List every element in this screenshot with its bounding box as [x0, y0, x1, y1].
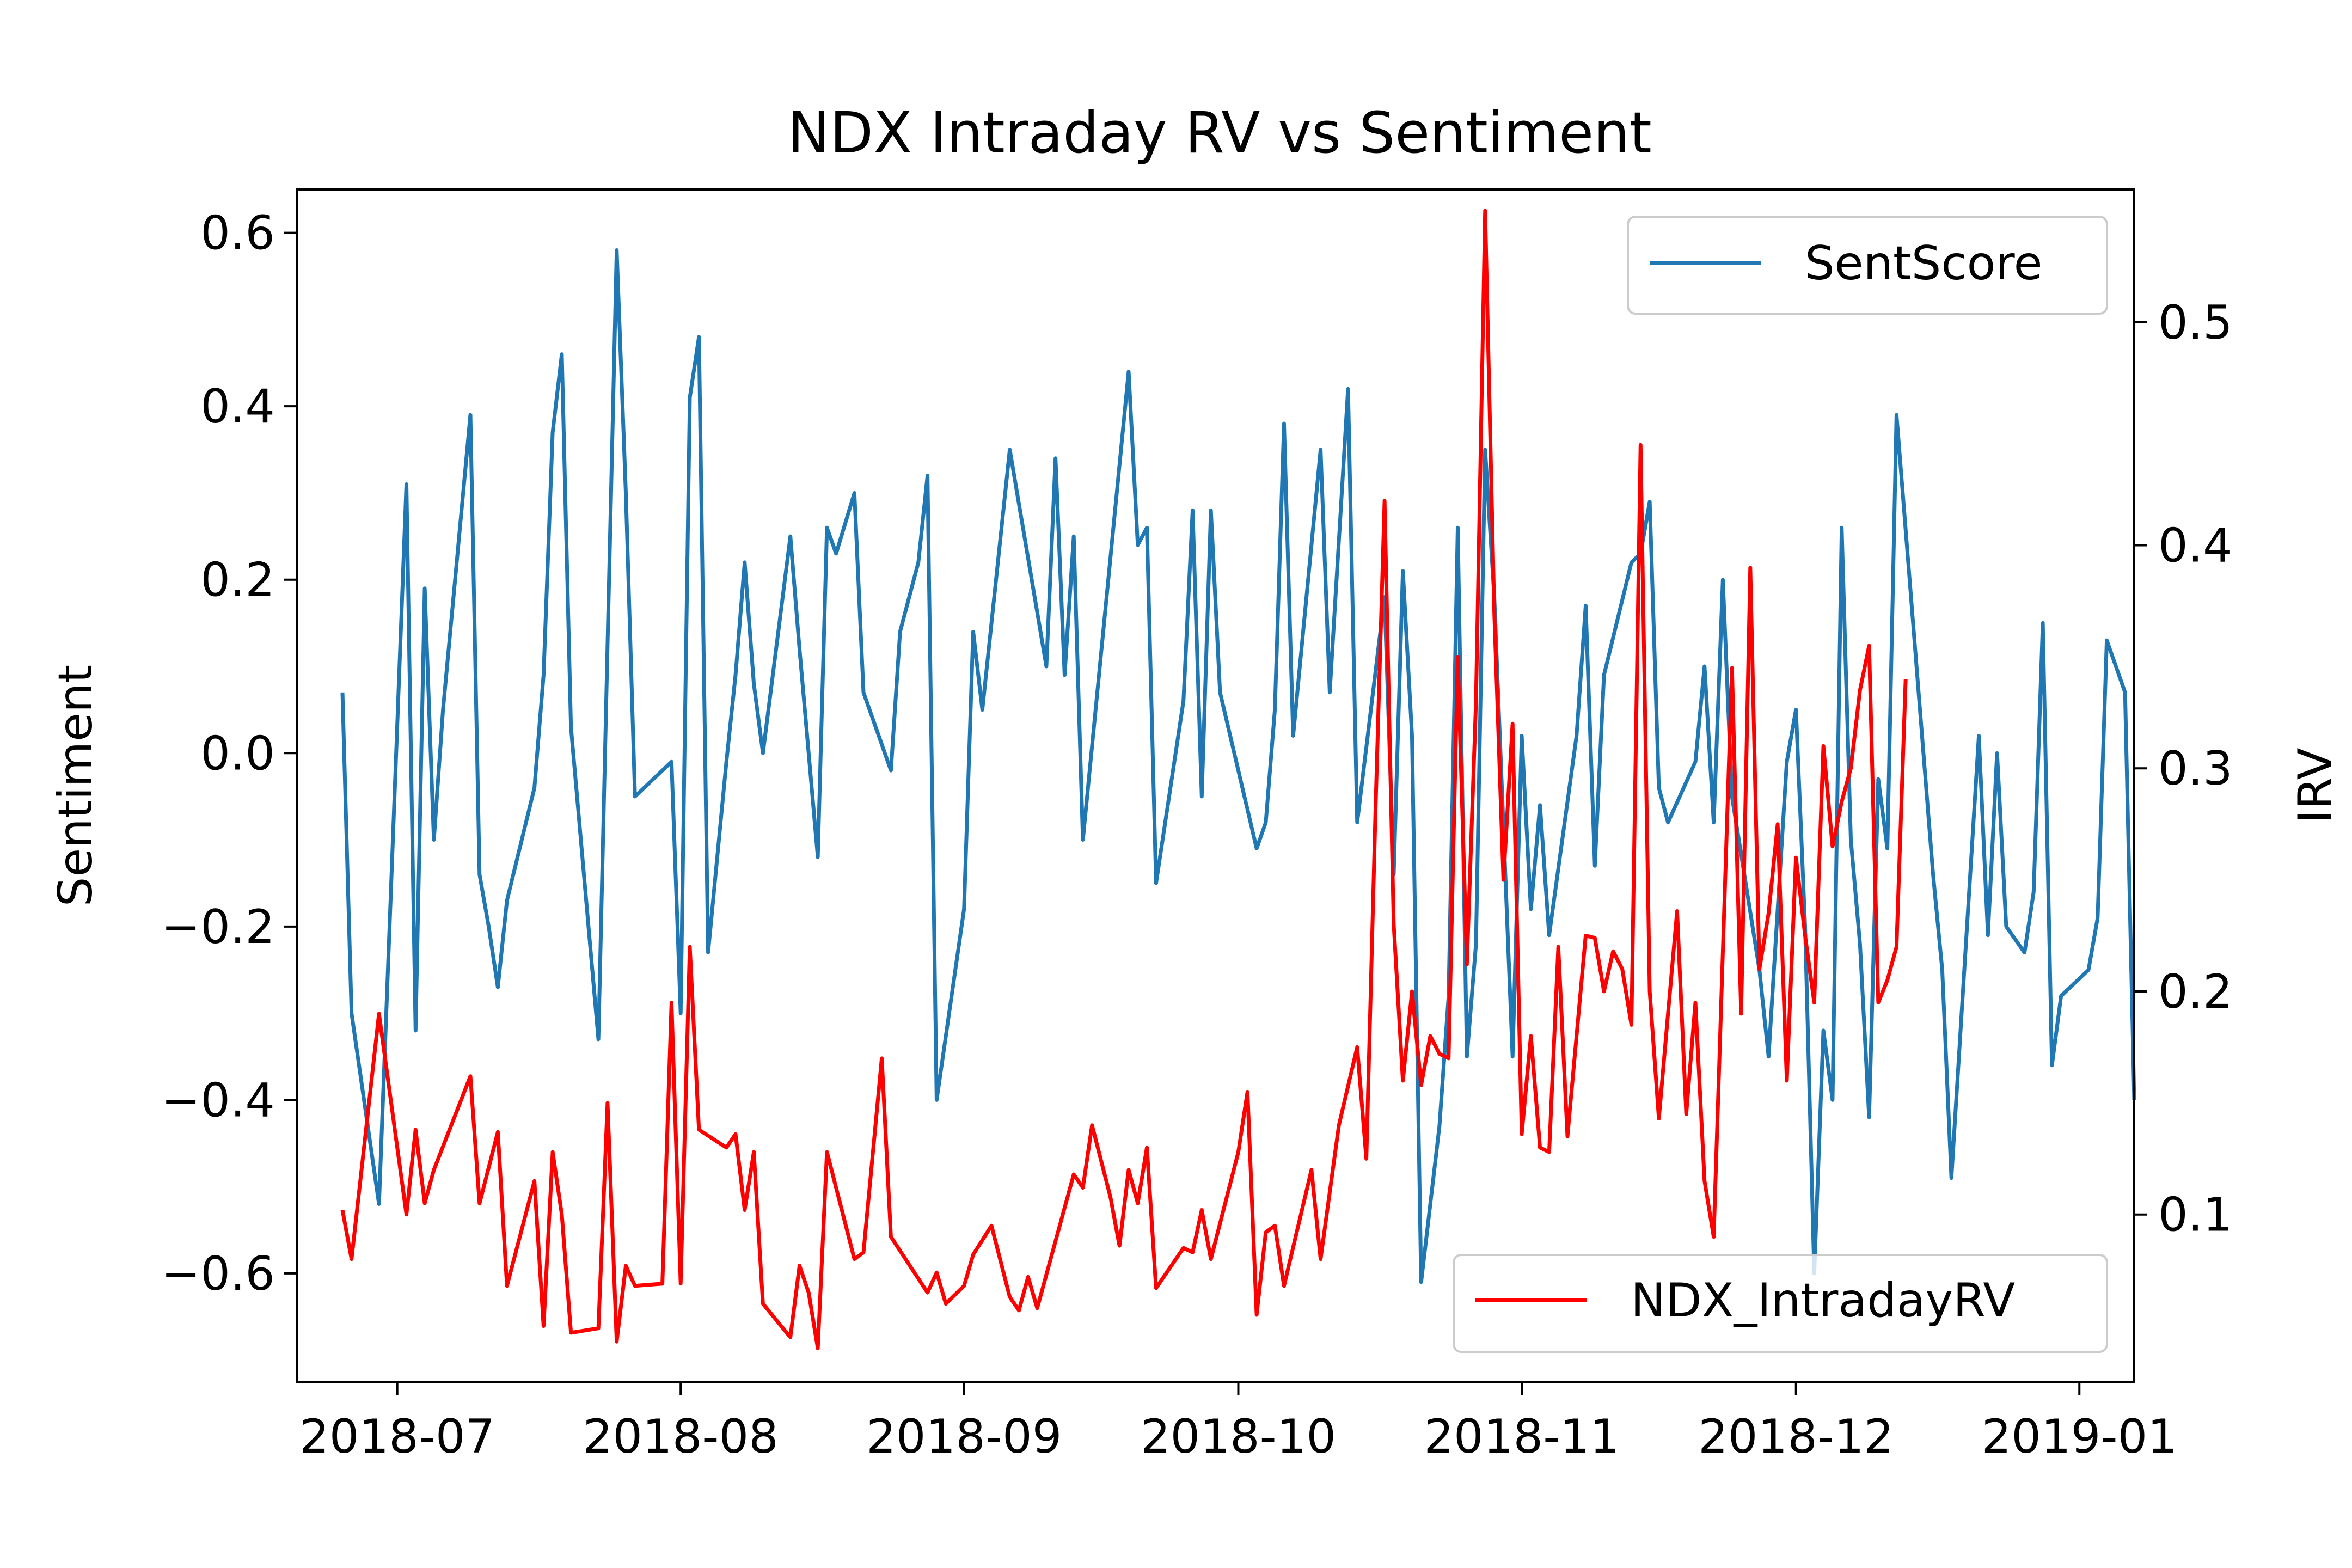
legend-sentscore-label: SentScore — [1805, 236, 2043, 291]
left-y-tick-label: 0.2 — [200, 553, 275, 608]
x-tick-label: 2018-09 — [866, 1410, 1062, 1464]
right-y-axis-title: IRV — [2288, 748, 2343, 823]
x-tick-label: 2018-07 — [299, 1410, 495, 1464]
right-y-tick-label: 0.3 — [2158, 742, 2233, 796]
legend-ndx-label: NDX_IntradayRV — [1631, 1273, 2015, 1328]
right-y-tick-label: 0.1 — [2158, 1188, 2233, 1242]
x-tick-label: 2018-10 — [1141, 1410, 1336, 1464]
left-y-tick-label: −0.2 — [161, 900, 275, 954]
x-tick-label: 2018-12 — [1698, 1410, 1894, 1464]
plot-frame — [296, 188, 2135, 1383]
right-y-tick-label: 0.5 — [2158, 296, 2233, 350]
legend-lower-box — [1453, 1254, 2108, 1353]
left-y-axis-title: Sentiment — [48, 665, 103, 907]
right-y-axis: 0.5 0.4 0.3 0.2 0.1 — [2134, 296, 2233, 1242]
chart-title: NDX Intraday RV vs Sentiment — [787, 100, 1652, 166]
left-y-tick-label: 0.0 — [200, 726, 275, 781]
series-line-ndx-intradayrv — [340, 209, 1908, 1350]
legend-upper: SentScore — [1627, 216, 2108, 315]
left-y-tick-label: 0.6 — [200, 206, 275, 261]
legend-upper-box — [1627, 216, 2108, 315]
plot-series — [340, 209, 2136, 1350]
legend-lower: NDX_IntradayRV — [1453, 1254, 2108, 1353]
right-y-tick-label: 0.4 — [2158, 519, 2233, 573]
series-line-sentscore — [340, 248, 2136, 1284]
left-y-tick-label: −0.4 — [161, 1073, 275, 1128]
left-y-tick-label: 0.4 — [200, 379, 275, 434]
left-y-axis: 0.6 0.4 0.2 0.0 −0.2 −0.4 −0.6 — [161, 206, 297, 1301]
x-tick-label: 2018-08 — [583, 1410, 779, 1464]
left-y-tick-label: −0.6 — [161, 1247, 275, 1301]
x-tick-label: 2018-11 — [1424, 1410, 1619, 1464]
x-tick-label: 2019-01 — [1982, 1410, 2177, 1464]
x-axis: 2018-07 2018-08 2018-09 2018-10 2018-11 2018-… — [299, 1382, 2177, 1464]
right-y-tick-label: 0.2 — [2158, 965, 2233, 1019]
